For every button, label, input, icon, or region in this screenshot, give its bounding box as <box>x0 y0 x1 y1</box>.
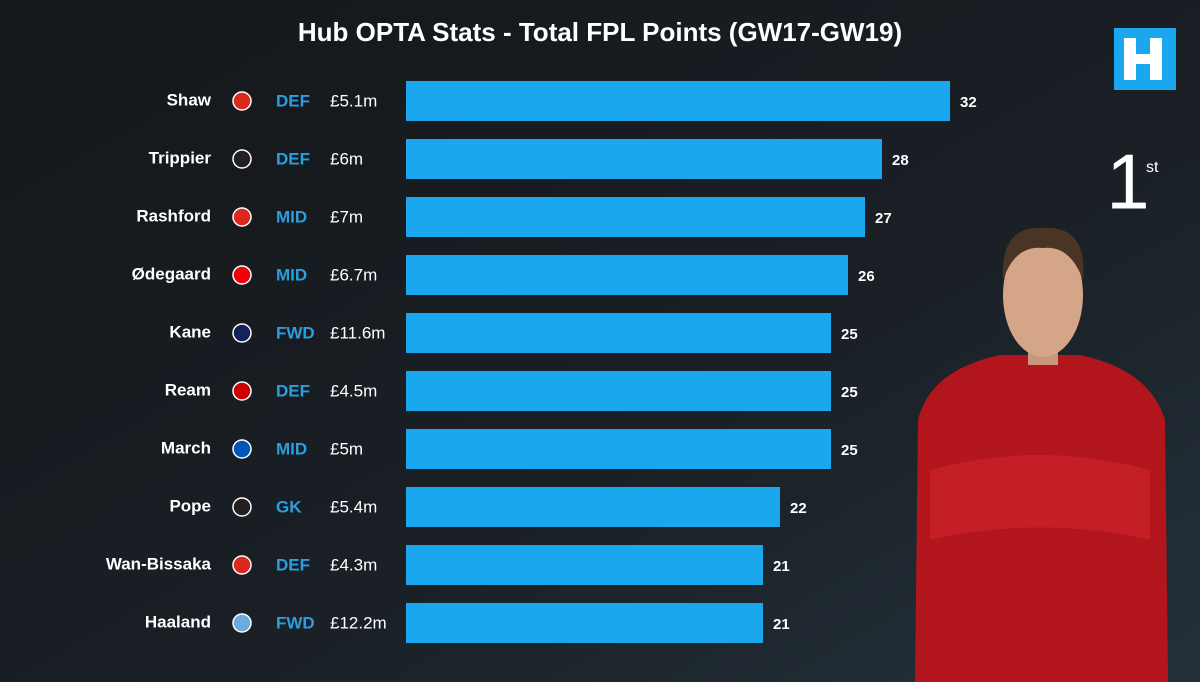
position: MID <box>276 207 307 226</box>
team-crest <box>232 381 252 401</box>
position: DEF <box>276 149 310 168</box>
player-name: Haaland <box>145 612 211 631</box>
team-crest <box>232 323 252 343</box>
price: £5m <box>330 439 363 458</box>
bar <box>406 603 763 643</box>
rank-suffix: st <box>1146 159 1159 176</box>
bar <box>406 371 831 411</box>
bar <box>406 487 780 527</box>
player-name: Wan-Bissaka <box>106 554 212 573</box>
rank: 1 <box>1106 138 1149 226</box>
position: FWD <box>276 613 315 632</box>
price: £5.4m <box>330 497 377 516</box>
price: £12.2m <box>330 613 387 632</box>
value-label: 21 <box>773 616 790 633</box>
price: £11.6m <box>330 323 385 342</box>
value-label: 25 <box>841 384 858 401</box>
player-name: Ødegaard <box>132 264 211 283</box>
value-label: 32 <box>960 94 977 111</box>
team-crest <box>232 555 252 575</box>
price: £4.3m <box>330 555 377 574</box>
bar <box>406 255 848 295</box>
player-name: Shaw <box>167 90 212 109</box>
team-crest <box>232 207 252 227</box>
value-label: 28 <box>892 152 909 169</box>
player-name: Ream <box>165 380 211 399</box>
price: £4.5m <box>330 381 377 400</box>
value-label: 25 <box>841 442 858 459</box>
team-crest <box>232 91 252 111</box>
bar <box>406 313 831 353</box>
value-label: 21 <box>773 558 790 575</box>
position: DEF <box>276 555 310 574</box>
price: £5.1m <box>330 91 377 110</box>
player-photo <box>915 227 1168 682</box>
value-label: 27 <box>875 210 892 227</box>
bar <box>406 197 865 237</box>
price: £6.7m <box>330 265 377 284</box>
chart-title: Hub OPTA Stats - Total FPL Points (GW17-… <box>298 17 902 47</box>
team-crest <box>232 613 252 633</box>
value-label: 26 <box>858 268 875 285</box>
bar <box>406 429 831 469</box>
player-name: March <box>161 438 211 457</box>
position: MID <box>276 265 307 284</box>
position: DEF <box>276 91 310 110</box>
team-crest <box>232 439 252 459</box>
bar <box>406 81 950 121</box>
position: DEF <box>276 381 310 400</box>
position: FWD <box>276 323 315 342</box>
price: £7m <box>330 207 363 226</box>
value-label: 25 <box>841 326 858 343</box>
player-name: Rashford <box>136 206 211 225</box>
team-crest <box>232 265 252 285</box>
player-name: Trippier <box>149 148 212 167</box>
team-crest <box>232 497 252 517</box>
position: MID <box>276 439 307 458</box>
player-name: Pope <box>169 496 211 515</box>
value-label: 22 <box>790 500 807 517</box>
logo <box>1114 28 1176 90</box>
bar <box>406 545 763 585</box>
team-crest <box>232 149 252 169</box>
bar <box>406 139 882 179</box>
position: GK <box>276 497 302 516</box>
player-name: Kane <box>169 322 211 341</box>
price: £6m <box>330 149 363 168</box>
